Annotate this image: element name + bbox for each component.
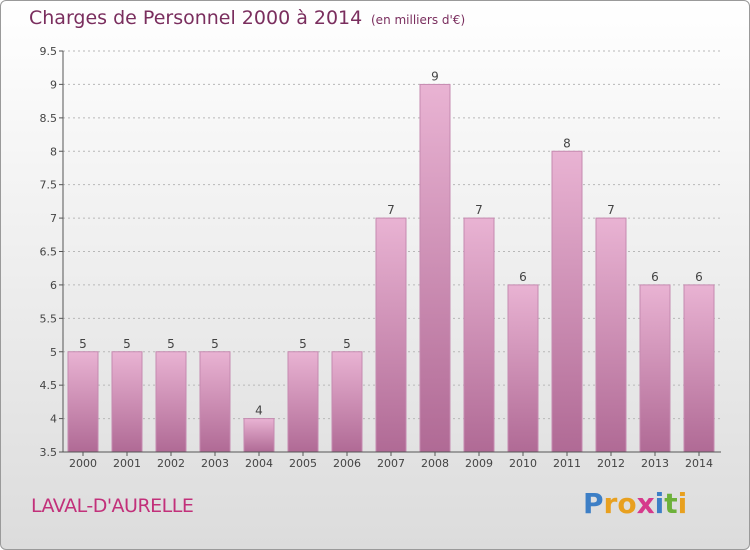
x-tick-label: 2013 [641,457,669,470]
bar-value-label: 7 [387,203,395,217]
logo-letter: P [583,487,604,520]
x-tick-label: 2002 [157,457,185,470]
bar [419,83,451,453]
bar-value-label: 4 [255,404,263,418]
bar [199,351,231,453]
bar [463,217,495,453]
y-tick-label: 5.5 [40,312,58,325]
bar-value-label: 5 [167,337,175,351]
bar-value-label: 8 [563,136,571,150]
x-tick-label: 2011 [553,457,581,470]
x-tick-label: 2007 [377,457,405,470]
y-tick-label: 6 [50,279,57,292]
x-tick-label: 2010 [509,457,537,470]
y-tick-label: 5 [50,346,57,359]
logo-letter: i [677,487,688,520]
proxiti-logo: Proxiti [583,487,687,520]
bar-value-label: 5 [79,337,87,351]
y-tick-label: 9.5 [40,45,58,58]
logo-letter: o [617,487,637,520]
bar-value-label: 7 [475,203,483,217]
bar [111,351,143,453]
x-tick-label: 2000 [69,457,97,470]
bar [551,150,583,453]
x-tick-label: 2012 [597,457,625,470]
bar-value-label: 7 [607,203,615,217]
x-tick-label: 2001 [113,457,141,470]
bar-value-label: 5 [211,337,219,351]
y-tick-label: 9 [50,78,57,91]
logo-letter: i [654,487,665,520]
x-tick-label: 2008 [421,457,449,470]
bar [595,217,627,453]
x-tick-label: 2009 [465,457,493,470]
bar-value-label: 5 [299,337,307,351]
logo-letter: r [603,487,618,520]
bar [639,284,671,453]
chart-subtitle: (en milliers d'€) [371,13,466,27]
bar-value-label: 6 [651,270,659,284]
y-tick-label: 4 [50,413,57,426]
y-tick-label: 4.5 [40,379,58,392]
x-tick-label: 2014 [685,457,713,470]
bar [243,418,275,453]
bar [375,217,407,453]
y-tick-label: 7.5 [40,179,58,192]
y-tick-label: 7 [50,212,57,225]
x-tick-label: 2003 [201,457,229,470]
bar [507,284,539,453]
y-tick-label: 8 [50,145,57,158]
bar-value-label: 6 [519,270,527,284]
bar [67,351,99,453]
bar-value-label: 5 [343,337,351,351]
x-tick-label: 2006 [333,457,361,470]
bar [683,284,715,453]
bar [331,351,363,453]
x-tick-label: 2005 [289,457,317,470]
bar-value-label: 5 [123,337,131,351]
commune-name: LAVAL-D'AURELLE [31,495,194,517]
y-tick-label: 6.5 [40,246,58,259]
chart-title: Charges de Personnel 2000 à 2014 [29,7,363,29]
logo-letter: x [636,487,655,520]
bar-value-label: 6 [695,270,703,284]
bar [287,351,319,453]
logo-letter: t [664,487,678,520]
x-tick-label: 2004 [245,457,273,470]
y-tick-label: 8.5 [40,112,58,125]
bar-value-label: 9 [431,69,439,83]
y-tick-label: 3.5 [40,446,58,459]
bar [155,351,187,453]
